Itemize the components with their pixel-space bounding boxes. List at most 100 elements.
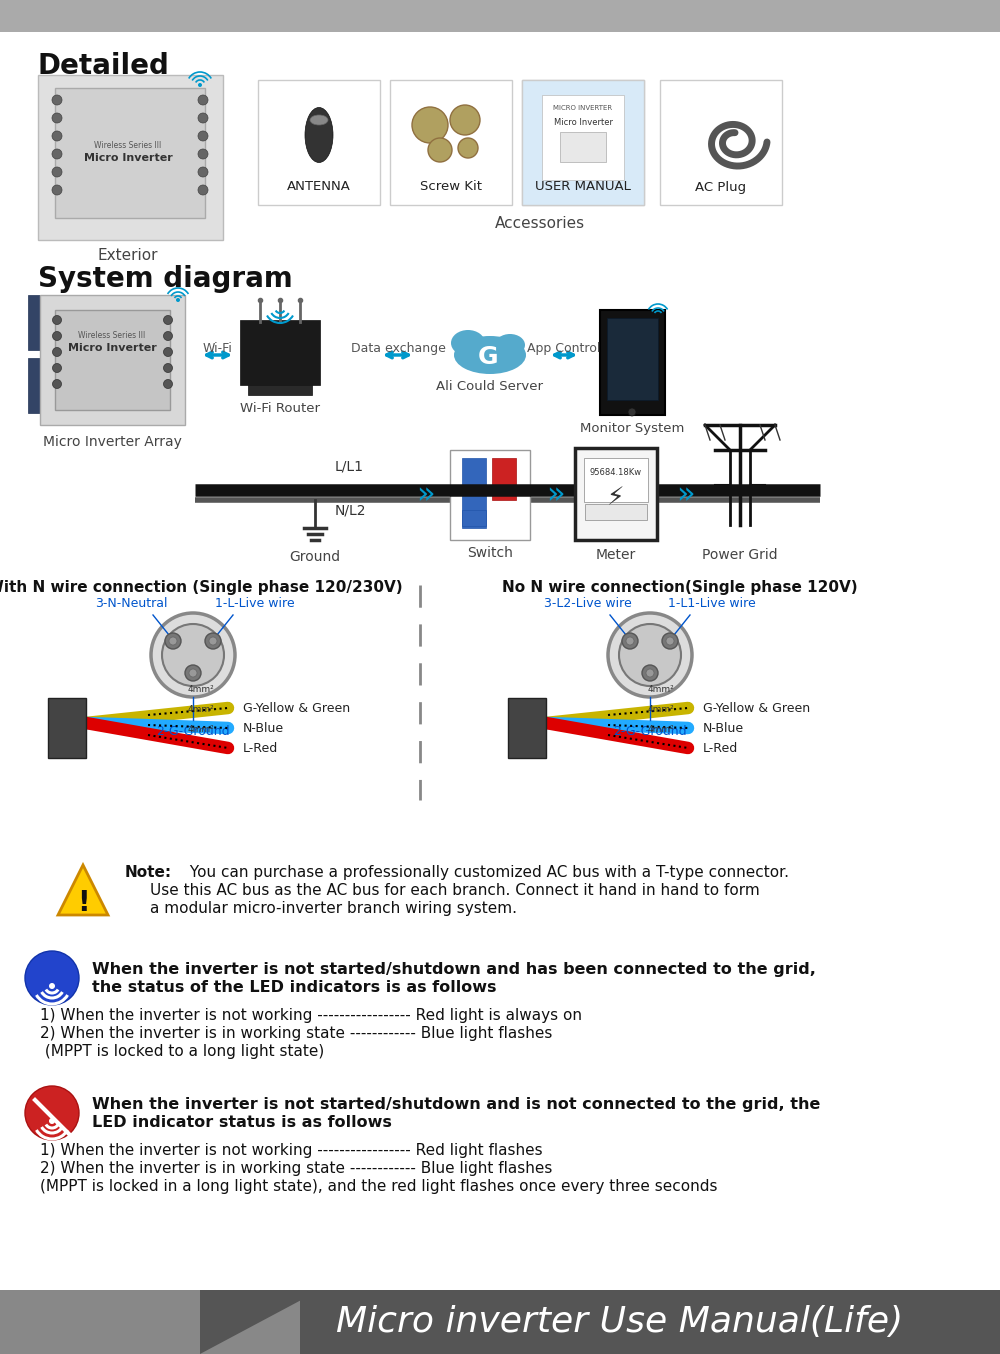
Text: ANTENNA: ANTENNA bbox=[287, 180, 351, 194]
FancyBboxPatch shape bbox=[240, 320, 320, 385]
Text: Exterior: Exterior bbox=[98, 248, 158, 263]
Text: Meter: Meter bbox=[596, 548, 636, 562]
Circle shape bbox=[52, 112, 62, 123]
Text: 1) When the inverter is not working ----------------- Red light is always on: 1) When the inverter is not working ----… bbox=[40, 1007, 582, 1024]
FancyBboxPatch shape bbox=[660, 80, 782, 204]
FancyBboxPatch shape bbox=[38, 74, 223, 240]
FancyBboxPatch shape bbox=[585, 504, 647, 520]
Circle shape bbox=[162, 624, 224, 686]
Circle shape bbox=[662, 634, 678, 649]
Circle shape bbox=[198, 149, 208, 158]
Text: 2-G-Ground: 2-G-Ground bbox=[156, 724, 230, 738]
Text: Ali Could Server: Ali Could Server bbox=[436, 380, 544, 393]
Circle shape bbox=[666, 636, 674, 645]
Text: 95684.18Kw: 95684.18Kw bbox=[590, 468, 642, 477]
FancyBboxPatch shape bbox=[575, 448, 657, 540]
Text: 2-G-Ground: 2-G-Ground bbox=[613, 724, 687, 738]
Text: Micro Inverter: Micro Inverter bbox=[554, 118, 612, 127]
Text: ⚡: ⚡ bbox=[607, 486, 625, 510]
Text: Wi-Fi Router: Wi-Fi Router bbox=[240, 402, 320, 414]
Text: Detailed: Detailed bbox=[38, 51, 170, 80]
Text: G: G bbox=[478, 345, 498, 370]
FancyBboxPatch shape bbox=[584, 458, 648, 502]
Text: a modular micro-inverter branch wiring system.: a modular micro-inverter branch wiring s… bbox=[150, 900, 517, 917]
Ellipse shape bbox=[305, 107, 333, 162]
FancyBboxPatch shape bbox=[55, 310, 170, 410]
Text: With N wire connection (Single phase 120/230V): With N wire connection (Single phase 120… bbox=[0, 580, 403, 594]
Text: N/L2: N/L2 bbox=[335, 504, 366, 519]
Text: Use this AC bus as the AC bus for each branch. Connect it hand in hand to form: Use this AC bus as the AC bus for each b… bbox=[150, 883, 760, 898]
Ellipse shape bbox=[310, 115, 328, 125]
Text: Micro inverter Use Manual(Life): Micro inverter Use Manual(Life) bbox=[336, 1305, 904, 1339]
Circle shape bbox=[52, 332, 62, 340]
Text: »: » bbox=[416, 481, 434, 509]
Text: Power Grid: Power Grid bbox=[702, 548, 778, 562]
FancyBboxPatch shape bbox=[258, 80, 380, 204]
Text: G-Yellow & Green: G-Yellow & Green bbox=[703, 701, 810, 715]
Circle shape bbox=[25, 1086, 79, 1140]
Circle shape bbox=[52, 185, 62, 195]
Circle shape bbox=[52, 348, 62, 356]
FancyBboxPatch shape bbox=[522, 80, 644, 204]
Text: »: » bbox=[546, 481, 564, 509]
Text: Micro Inverter: Micro Inverter bbox=[68, 343, 156, 353]
Text: L-Red: L-Red bbox=[703, 742, 738, 754]
Circle shape bbox=[642, 665, 658, 681]
Circle shape bbox=[164, 332, 173, 340]
Text: System diagram: System diagram bbox=[38, 265, 293, 292]
Text: !: ! bbox=[77, 890, 89, 917]
Text: 3-N-Neutral: 3-N-Neutral bbox=[95, 597, 167, 611]
Circle shape bbox=[198, 83, 202, 87]
Text: App Control: App Control bbox=[527, 343, 601, 355]
Circle shape bbox=[52, 167, 62, 177]
Circle shape bbox=[622, 634, 638, 649]
Text: When the inverter is not started/shutdown and has been connected to the grid,: When the inverter is not started/shutdow… bbox=[92, 961, 816, 978]
FancyBboxPatch shape bbox=[55, 88, 205, 218]
Text: »: » bbox=[676, 481, 694, 509]
Text: 3-L2-Live wire: 3-L2-Live wire bbox=[544, 597, 632, 611]
Circle shape bbox=[412, 107, 448, 144]
Circle shape bbox=[49, 1118, 55, 1124]
Text: N-Blue: N-Blue bbox=[243, 722, 284, 734]
FancyBboxPatch shape bbox=[0, 1290, 300, 1354]
Text: Accessories: Accessories bbox=[495, 217, 585, 232]
FancyBboxPatch shape bbox=[248, 385, 312, 395]
Circle shape bbox=[164, 315, 173, 325]
Circle shape bbox=[198, 95, 208, 106]
FancyBboxPatch shape bbox=[492, 458, 516, 500]
Circle shape bbox=[428, 138, 452, 162]
Circle shape bbox=[198, 112, 208, 123]
Text: 4mm²: 4mm² bbox=[648, 724, 675, 734]
Text: N-Blue: N-Blue bbox=[703, 722, 744, 734]
Circle shape bbox=[189, 669, 197, 677]
Circle shape bbox=[164, 348, 173, 356]
Text: Micro Inverter: Micro Inverter bbox=[84, 153, 172, 162]
FancyBboxPatch shape bbox=[600, 310, 665, 414]
FancyBboxPatch shape bbox=[560, 131, 606, 162]
Circle shape bbox=[169, 636, 177, 645]
FancyBboxPatch shape bbox=[28, 295, 40, 349]
Ellipse shape bbox=[495, 334, 525, 356]
FancyBboxPatch shape bbox=[390, 80, 512, 204]
FancyBboxPatch shape bbox=[542, 95, 624, 180]
Text: (MPPT is locked in a long light state), and the red light flashes once every thr: (MPPT is locked in a long light state), … bbox=[40, 1179, 718, 1194]
FancyBboxPatch shape bbox=[508, 699, 546, 758]
Circle shape bbox=[164, 363, 173, 372]
Text: G-Yellow & Green: G-Yellow & Green bbox=[243, 701, 350, 715]
FancyBboxPatch shape bbox=[28, 357, 40, 413]
Text: You can purchase a professionally customized AC bus with a T-type connector.: You can purchase a professionally custom… bbox=[185, 865, 789, 880]
Circle shape bbox=[205, 634, 221, 649]
Circle shape bbox=[165, 634, 181, 649]
Text: Screw Kit: Screw Kit bbox=[420, 180, 482, 194]
Text: No N wire connection(Single phase 120V): No N wire connection(Single phase 120V) bbox=[502, 580, 858, 594]
Text: Wireless Series III: Wireless Series III bbox=[78, 332, 146, 340]
Ellipse shape bbox=[451, 330, 485, 356]
Circle shape bbox=[52, 315, 62, 325]
Text: 4mm²: 4mm² bbox=[188, 685, 215, 695]
FancyBboxPatch shape bbox=[0, 0, 1000, 32]
FancyBboxPatch shape bbox=[40, 295, 185, 425]
FancyBboxPatch shape bbox=[522, 80, 644, 204]
Text: 2) When the inverter is in working state ------------ Blue light flashes: 2) When the inverter is in working state… bbox=[40, 1160, 552, 1177]
Circle shape bbox=[52, 149, 62, 158]
FancyBboxPatch shape bbox=[0, 1290, 1000, 1354]
